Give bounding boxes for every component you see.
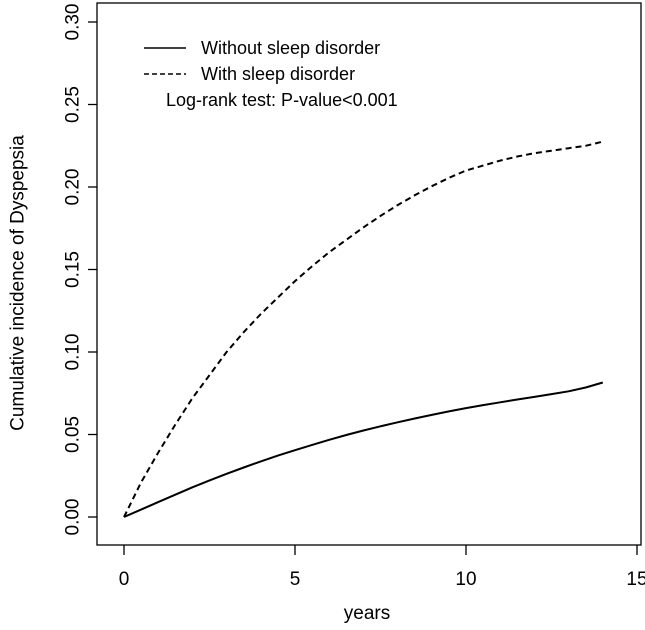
series-line-1 — [123, 381, 604, 518]
x-tick-label: 0 — [119, 569, 130, 590]
y-tick-label: 0.05 — [63, 416, 84, 453]
x-tick-label: 10 — [455, 569, 476, 590]
x-tick-label: 5 — [290, 569, 301, 590]
y-tick-label: 0.15 — [63, 251, 84, 288]
x-axis-label: years — [344, 603, 390, 624]
legend-label-1: Without sleep disorder — [201, 38, 380, 58]
plot-frame — [96, 2, 642, 546]
legend-label-2: With sleep disorder — [201, 64, 355, 84]
y-tick-label: 0.30 — [63, 4, 84, 41]
log-rank-annotation: Log-rank test: P-value<0.001 — [166, 90, 398, 110]
plot-layer: 0.00 0.05 0.10 0.15 0.20 0.25 0.30 0 5 10 15 Cumula… — [8, 2, 645, 624]
y-axis-label: Cumulative incidence of Dyspepsia — [8, 135, 29, 431]
series-line-2 — [123, 140, 604, 518]
y-tick-label: 0.10 — [63, 334, 84, 371]
y-tick-label: 0.00 — [63, 499, 84, 536]
y-tick-label: 0.20 — [63, 169, 84, 206]
y-tick-label: 0.25 — [63, 86, 84, 123]
x-tick-label: 15 — [626, 569, 645, 590]
